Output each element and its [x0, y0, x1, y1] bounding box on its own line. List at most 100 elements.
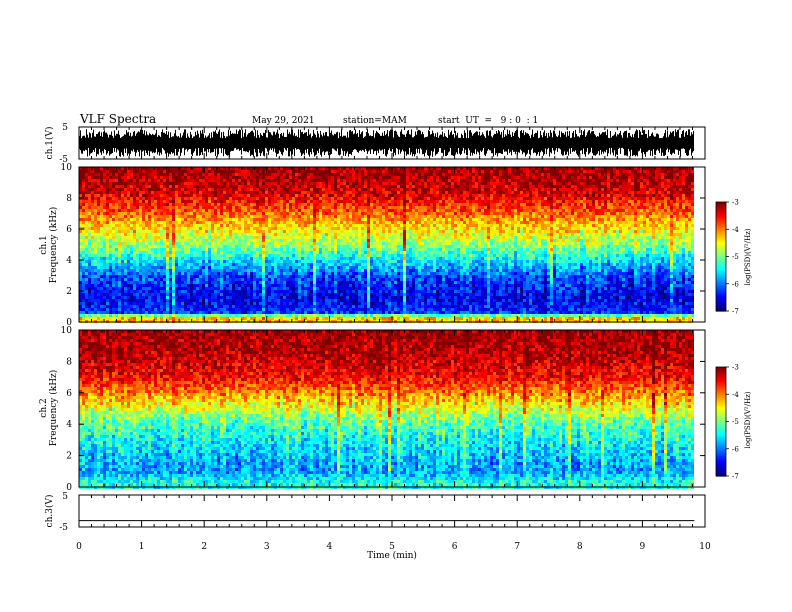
- ch1-spectrogram-cell: [376, 185, 379, 188]
- ch1-spectrogram-cell: [475, 200, 478, 203]
- ch1-spectrogram-cell: [496, 221, 499, 224]
- ch1-spectrogram-cell: [316, 197, 319, 200]
- ch1-spectrogram-cell: [412, 221, 415, 224]
- ch1-spectrogram-cell: [529, 176, 532, 179]
- ch1-spectrogram-cell: [343, 218, 346, 221]
- ch1-spectrogram-cell: [283, 224, 286, 227]
- ch1-spectrogram-cell: [310, 173, 313, 176]
- ch1-spectrogram-cell: [685, 197, 688, 200]
- ch1-spectrogram-cell: [652, 224, 655, 227]
- ch1-spectrogram-cell: [448, 206, 451, 209]
- ch1-spectrogram-cell: [340, 209, 343, 212]
- ch1-spectrogram-cell: [286, 176, 289, 179]
- ch1-spectrogram-cell: [631, 212, 634, 215]
- ch1-spectrogram-cell: [244, 182, 247, 185]
- ch1-spectrogram-cell: [598, 212, 601, 215]
- ch1-spectrogram-cell: [691, 203, 694, 206]
- ch1-spectrogram-cell: [487, 209, 490, 212]
- ch1-spectrogram-cell: [184, 185, 187, 188]
- ch1-spectrogram-cell: [229, 197, 232, 200]
- ch1-spectrogram-cell: [655, 191, 658, 194]
- ch1-spectrogram-cell: [484, 179, 487, 182]
- ch1-spectrogram-cell: [601, 185, 604, 188]
- ch1-spectrogram-cell: [241, 182, 244, 185]
- ch1-spectrogram-cell: [547, 224, 550, 227]
- ch1-spectrogram-cell: [241, 179, 244, 182]
- ch1-spectrogram-cell: [568, 221, 571, 224]
- ch1-spectrogram-cell: [529, 182, 532, 185]
- ch1-spectrogram-cell: [235, 209, 238, 212]
- ch1-spectrogram-cell: [496, 176, 499, 179]
- ch1-spectrogram-cell: [571, 179, 574, 182]
- ch1-spectrogram-cell: [229, 218, 232, 221]
- ch1-spectrogram-cell: [583, 185, 586, 188]
- ch1-spectrogram-cell: [190, 173, 193, 176]
- ch1-spectrogram-cell: [229, 170, 232, 173]
- ch1-spectrogram-cell: [526, 194, 529, 197]
- ch1-spectrogram-cell: [415, 200, 418, 203]
- ch1-spectrogram-cell: [334, 203, 337, 206]
- ch1-spectrogram-cell: [112, 188, 115, 191]
- ch1-spectrogram-cell: [475, 194, 478, 197]
- ch1-spectrogram-cell: [292, 188, 295, 191]
- ch1-spectrogram-cell: [226, 221, 229, 224]
- ch1-spectrogram-cell: [559, 173, 562, 176]
- ch1-spectrogram-cell: [631, 209, 634, 212]
- ch1-spectrogram-cell: [157, 230, 160, 233]
- ch1-spectrogram-cell: [244, 179, 247, 182]
- ch1-spectrogram-cell: [562, 215, 565, 218]
- ch1-spectrogram-cell: [466, 176, 469, 179]
- ch1-spectrogram-cell: [670, 167, 673, 170]
- ch1-spectrogram-cell: [205, 182, 208, 185]
- ch1-spectrogram-cell: [433, 173, 436, 176]
- ch1-spectrogram-cell: [625, 215, 628, 218]
- ch1-spectrogram-cell: [607, 167, 610, 170]
- ch1-spectrogram-cell: [232, 209, 235, 212]
- ch1-spectrogram-cell: [151, 182, 154, 185]
- ch1-spectrogram-cell: [166, 203, 169, 206]
- ch1-spectrogram-cell: [136, 212, 139, 215]
- ch1-spectrogram-cell: [613, 170, 616, 173]
- ch1-spectrogram-cell: [154, 176, 157, 179]
- ch1-spectrogram-cell: [688, 191, 691, 194]
- ch1-spectrogram-cell: [433, 188, 436, 191]
- ch1-spectrogram-cell: [676, 167, 679, 170]
- ch1-spectrogram-cell: [160, 185, 163, 188]
- ch1-spectrogram-cell: [511, 221, 514, 224]
- ch1-spectrogram-cell: [322, 173, 325, 176]
- ch1-spectrogram-cell: [523, 185, 526, 188]
- ch1-spectrogram-cell: [619, 218, 622, 221]
- ch1-spectrogram-cell: [598, 182, 601, 185]
- ch1-spectrogram-cell: [448, 191, 451, 194]
- ch1-spectrogram-cell: [181, 188, 184, 191]
- ch1-spectrogram-cell: [292, 218, 295, 221]
- ch1-spectrogram-cell: [244, 224, 247, 227]
- ch1-spectrogram-cell: [106, 203, 109, 206]
- ch1-spectrogram-cell: [484, 206, 487, 209]
- ch1-spectrogram-cell: [199, 194, 202, 197]
- ch1-spectrogram-cell: [625, 197, 628, 200]
- ch1-spectrogram-cell: [322, 167, 325, 170]
- ch1-spectrogram-cell: [223, 215, 226, 218]
- ch1-spectrogram-cell: [418, 176, 421, 179]
- ch1-spectrogram-cell: [334, 173, 337, 176]
- ch1-spectrogram-cell: [391, 179, 394, 182]
- ch1-spectrogram-cell: [568, 206, 571, 209]
- ch1-spectrogram-cell: [94, 185, 97, 188]
- ch1-spectrogram-cell: [187, 230, 190, 233]
- ch1-spectrogram-cell: [361, 203, 364, 206]
- ch1-spectrogram-cell: [184, 227, 187, 230]
- ch1-spectrogram-cell: [286, 227, 289, 230]
- ch1-spectrogram-cell: [199, 221, 202, 224]
- ch1-spectrogram-cell: [616, 221, 619, 224]
- ch1-spectrogram-cell: [439, 206, 442, 209]
- ch1-spectrogram-cell: [241, 209, 244, 212]
- ch1-spectrogram-cell: [523, 203, 526, 206]
- ch1-spectrogram-cell: [253, 209, 256, 212]
- ch1-spectrogram-cell: [130, 197, 133, 200]
- ch1-spectrogram-cell: [199, 167, 202, 170]
- ch1-spectrogram-cell: [514, 212, 517, 215]
- ch1-spectrogram-cell: [238, 170, 241, 173]
- ch1-spectrogram-cell: [349, 176, 352, 179]
- ch1-spectrogram-cell: [160, 218, 163, 221]
